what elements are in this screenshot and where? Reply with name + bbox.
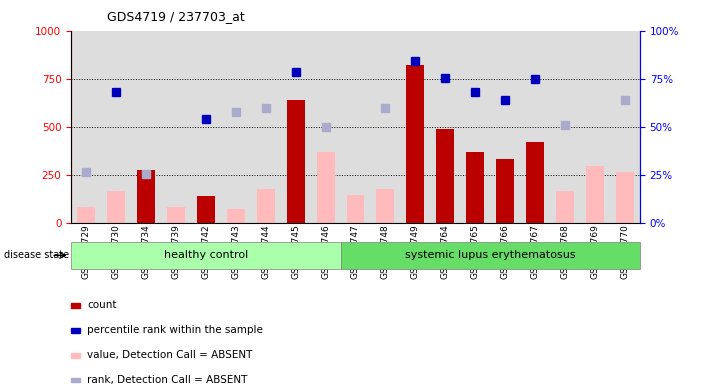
Bar <box>490 31 520 223</box>
Bar <box>167 207 185 223</box>
Bar <box>400 31 430 223</box>
Bar <box>316 152 335 223</box>
Bar <box>460 31 490 223</box>
Bar <box>616 172 634 223</box>
Bar <box>221 31 251 223</box>
Bar <box>191 31 221 223</box>
Bar <box>376 189 395 223</box>
Bar <box>550 31 580 223</box>
Bar <box>197 196 215 223</box>
Bar <box>370 31 400 223</box>
Bar <box>580 31 610 223</box>
Bar <box>71 31 101 223</box>
Bar <box>526 142 544 223</box>
Text: GDS4719 / 237703_at: GDS4719 / 237703_at <box>107 10 245 23</box>
Text: value, Detection Call = ABSENT: value, Detection Call = ABSENT <box>87 350 253 360</box>
Bar <box>466 152 484 223</box>
Bar <box>281 31 311 223</box>
Text: disease state: disease state <box>4 250 69 260</box>
Bar <box>520 31 550 223</box>
Bar <box>77 207 95 223</box>
Bar <box>341 31 370 223</box>
Bar <box>586 166 604 223</box>
Bar <box>430 31 460 223</box>
Bar <box>407 65 424 223</box>
Bar <box>257 189 274 223</box>
Bar <box>346 195 365 223</box>
Text: systemic lupus erythematosus: systemic lupus erythematosus <box>405 250 575 260</box>
FancyBboxPatch shape <box>71 242 341 269</box>
Bar <box>437 129 454 223</box>
Bar <box>610 31 640 223</box>
Bar <box>287 100 304 223</box>
Bar <box>161 31 191 223</box>
Bar <box>251 31 281 223</box>
Text: healthy control: healthy control <box>164 250 248 260</box>
FancyBboxPatch shape <box>341 242 640 269</box>
Bar <box>137 170 155 223</box>
Bar <box>101 31 131 223</box>
Bar <box>311 31 341 223</box>
Bar <box>107 191 125 223</box>
Bar <box>556 191 574 223</box>
Bar <box>496 159 514 223</box>
Text: count: count <box>87 300 117 310</box>
Text: percentile rank within the sample: percentile rank within the sample <box>87 325 263 335</box>
Bar <box>227 209 245 223</box>
Text: rank, Detection Call = ABSENT: rank, Detection Call = ABSENT <box>87 375 248 384</box>
Bar <box>131 31 161 223</box>
